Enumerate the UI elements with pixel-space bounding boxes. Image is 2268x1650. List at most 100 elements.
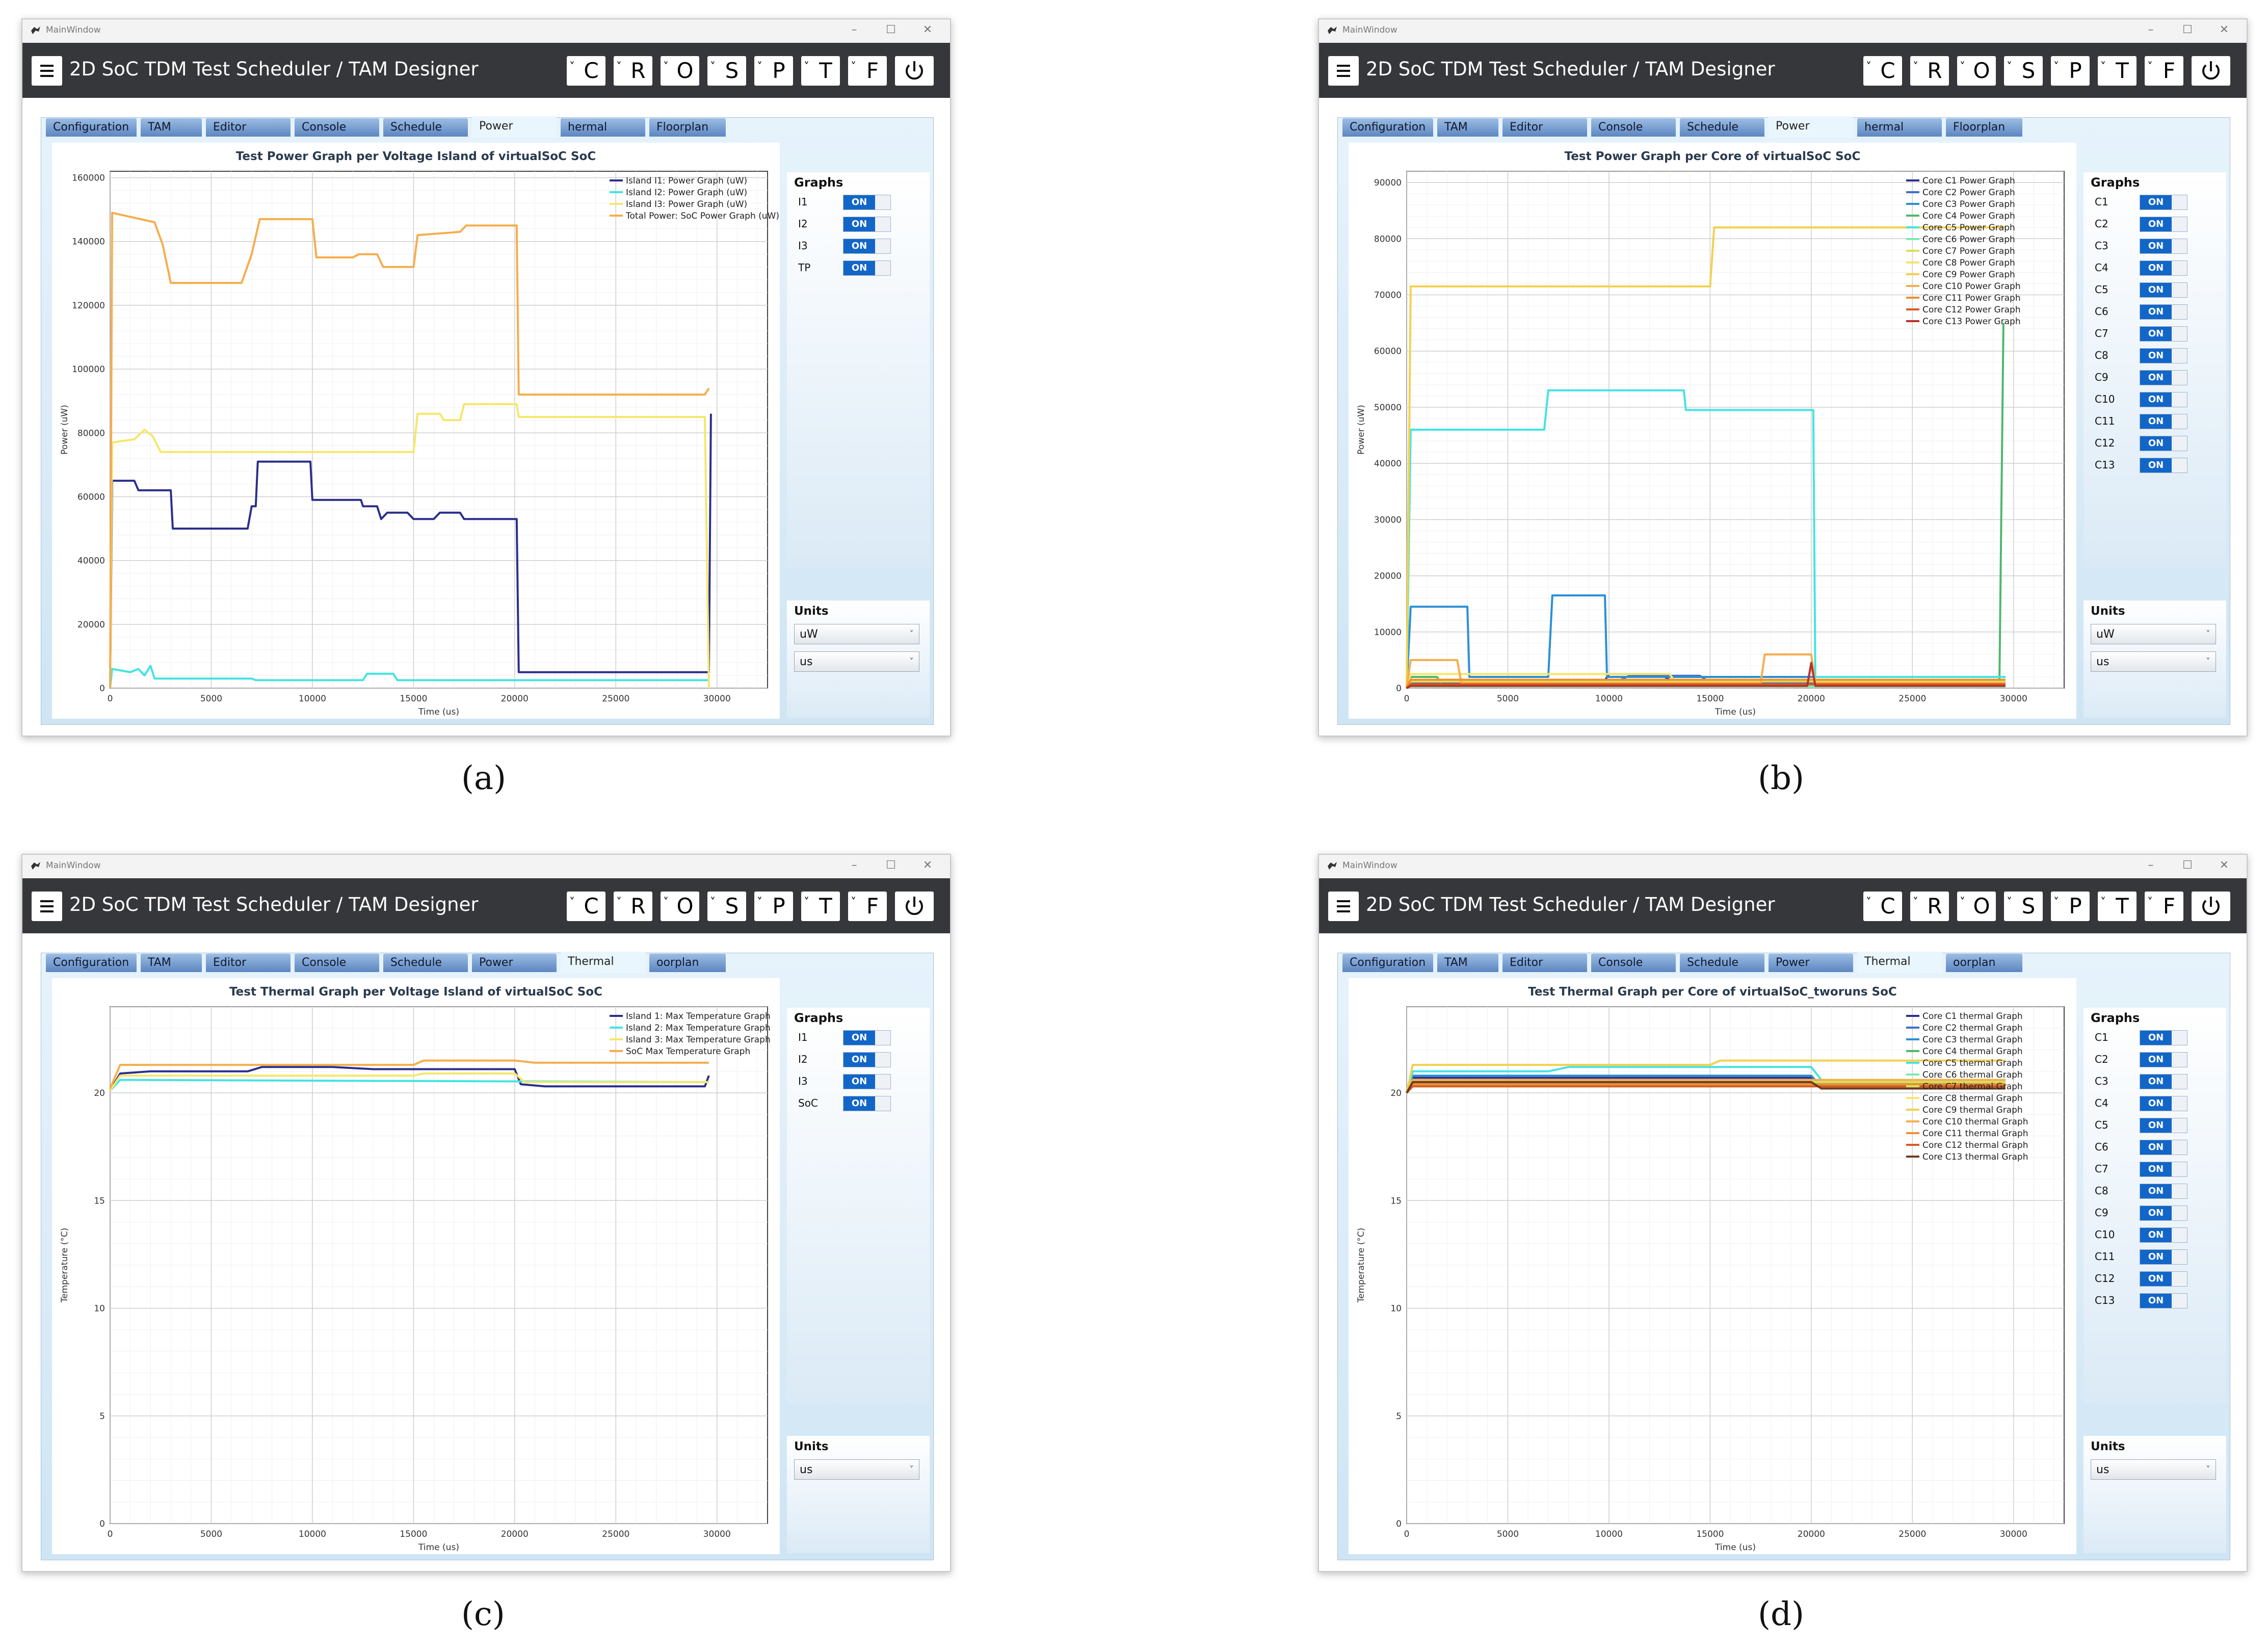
toolbar-button-f[interactable]: ˅ F (2145, 56, 2183, 86)
maximize-icon[interactable]: ☐ (886, 23, 896, 36)
tab-console[interactable]: Console (1591, 118, 1676, 137)
toolbar-button-c[interactable]: ˅ C (567, 56, 605, 86)
tab-floorplan[interactable]: oorplan (1946, 954, 2022, 972)
toolbar-button-s[interactable]: ˅ S (707, 892, 746, 921)
graph-toggle-switch[interactable]: ON (843, 195, 891, 210)
tab-tam[interactable]: TAM (141, 118, 202, 137)
graph-toggle-switch[interactable]: ON (2140, 1118, 2187, 1133)
graph-toggle-switch[interactable]: ON (843, 217, 891, 232)
tab-tam[interactable]: TAM (1437, 954, 1498, 972)
toolbar-button-p[interactable]: ˅ P (2051, 892, 2090, 921)
maximize-icon[interactable]: ☐ (2182, 859, 2193, 872)
graph-toggle-switch[interactable]: ON (2140, 1030, 2187, 1045)
graph-toggle-switch[interactable]: ON (2140, 1184, 2187, 1199)
graph-toggle-switch[interactable]: ON (843, 260, 891, 276)
tab-power[interactable]: Power (1769, 954, 1853, 972)
graph-toggle-switch[interactable]: ON (2140, 348, 2187, 363)
tab-thermal[interactable]: hermal (561, 118, 645, 137)
graph-toggle-switch[interactable]: ON (843, 1074, 891, 1089)
tab-schedule[interactable]: Schedule (383, 954, 468, 972)
tab-power[interactable]: Power (472, 954, 557, 972)
toolbar-button-f[interactable]: ˅ F (848, 56, 887, 86)
graph-toggle-switch[interactable]: ON (2140, 282, 2187, 298)
graph-toggle-switch[interactable]: ON (843, 1052, 891, 1067)
tab-console[interactable]: Console (295, 118, 379, 137)
graph-toggle-switch[interactable]: ON (2140, 1140, 2187, 1155)
tab-editor[interactable]: Editor (1502, 954, 1587, 972)
tab-schedule[interactable]: Schedule (1680, 954, 1764, 972)
toolbar-button-s[interactable]: ˅ S (2004, 892, 2043, 921)
toolbar-button-t[interactable]: ˅ T (801, 56, 840, 86)
graph-toggle-switch[interactable]: ON (843, 1030, 891, 1045)
units-select[interactable]: us ˅ (794, 651, 919, 672)
minimize-icon[interactable]: – (851, 859, 857, 872)
graph-toggle-switch[interactable]: ON (2140, 1052, 2187, 1067)
units-select[interactable]: us ˅ (794, 1459, 919, 1480)
units-select[interactable]: uW ˅ (2091, 624, 2216, 644)
tab-tam[interactable]: TAM (1437, 118, 1498, 137)
toolbar-button-t[interactable]: ˅ T (801, 892, 840, 921)
units-select[interactable]: uW ˅ (794, 624, 919, 644)
toolbar-button-r[interactable]: ˅ R (614, 892, 652, 921)
graph-toggle-switch[interactable]: ON (2140, 1096, 2187, 1111)
tab-configuration[interactable]: Configuration (1342, 118, 1433, 137)
toolbar-button-p[interactable]: ˅ P (754, 892, 793, 921)
toolbar-button-o[interactable]: ˅ O (661, 56, 699, 86)
tab-thermal[interactable]: Thermal (561, 952, 645, 973)
tab-configuration[interactable]: Configuration (46, 118, 137, 137)
tab-console[interactable]: Console (295, 954, 379, 972)
tab-power[interactable]: Power (472, 116, 557, 138)
tab-floorplan[interactable]: Floorplan (1946, 118, 2022, 137)
graph-toggle-switch[interactable]: ON (2140, 436, 2187, 451)
tab-console[interactable]: Console (1591, 954, 1676, 972)
toolbar-button-c[interactable]: ˅ C (567, 892, 605, 921)
graph-toggle-switch[interactable]: ON (2140, 1206, 2187, 1221)
toolbar-button-c[interactable]: ˅ C (1863, 892, 1902, 921)
graph-toggle-switch[interactable]: ON (2140, 392, 2187, 407)
close-icon[interactable]: ✕ (922, 859, 933, 872)
power-button[interactable] (2192, 892, 2230, 921)
tab-configuration[interactable]: Configuration (1342, 954, 1433, 972)
tab-thermal[interactable]: Thermal (1857, 952, 1942, 973)
tab-editor[interactable]: Editor (206, 954, 291, 972)
tab-schedule[interactable]: Schedule (1680, 118, 1764, 137)
graph-toggle-switch[interactable]: ON (2140, 195, 2187, 210)
minimize-icon[interactable]: – (2148, 23, 2154, 36)
minimize-icon[interactable]: – (851, 23, 857, 36)
power-button[interactable] (2192, 56, 2230, 86)
graph-toggle-switch[interactable]: ON (2140, 1074, 2187, 1089)
hamburger-menu-button[interactable] (32, 56, 62, 86)
close-icon[interactable]: ✕ (922, 23, 933, 36)
maximize-icon[interactable]: ☐ (2182, 23, 2193, 36)
graph-toggle-switch[interactable]: ON (2140, 1249, 2187, 1265)
tab-floorplan[interactable]: Floorplan (649, 118, 726, 137)
toolbar-button-s[interactable]: ˅ S (707, 56, 746, 86)
graph-toggle-switch[interactable]: ON (2140, 1271, 2187, 1287)
hamburger-menu-button[interactable] (32, 892, 62, 921)
graph-toggle-switch[interactable]: ON (843, 1096, 891, 1111)
graph-toggle-switch[interactable]: ON (2140, 239, 2187, 254)
hamburger-menu-button[interactable] (1328, 892, 1359, 921)
tab-editor[interactable]: Editor (1502, 118, 1587, 137)
tab-thermal[interactable]: hermal (1857, 118, 1942, 137)
graph-toggle-switch[interactable]: ON (2140, 326, 2187, 342)
graph-toggle-switch[interactable]: ON (2140, 217, 2187, 232)
close-icon[interactable]: ✕ (2219, 859, 2229, 872)
tab-power[interactable]: Power (1769, 116, 1853, 138)
toolbar-button-t[interactable]: ˅ T (2098, 892, 2137, 921)
toolbar-button-r[interactable]: ˅ R (614, 56, 652, 86)
tab-configuration[interactable]: Configuration (46, 954, 137, 972)
toolbar-button-f[interactable]: ˅ F (848, 892, 887, 921)
toolbar-button-r[interactable]: ˅ R (1910, 56, 1949, 86)
toolbar-button-f[interactable]: ˅ F (2145, 892, 2183, 921)
maximize-icon[interactable]: ☐ (886, 859, 896, 872)
graph-toggle-switch[interactable]: ON (2140, 1162, 2187, 1177)
tab-schedule[interactable]: Schedule (383, 118, 468, 137)
units-select[interactable]: us ˅ (2091, 1459, 2216, 1480)
tab-editor[interactable]: Editor (206, 118, 291, 137)
toolbar-button-t[interactable]: ˅ T (2098, 56, 2137, 86)
graph-toggle-switch[interactable]: ON (843, 239, 891, 254)
close-icon[interactable]: ✕ (2219, 23, 2229, 36)
graph-toggle-switch[interactable]: ON (2140, 1227, 2187, 1243)
graph-toggle-switch[interactable]: ON (2140, 1293, 2187, 1308)
